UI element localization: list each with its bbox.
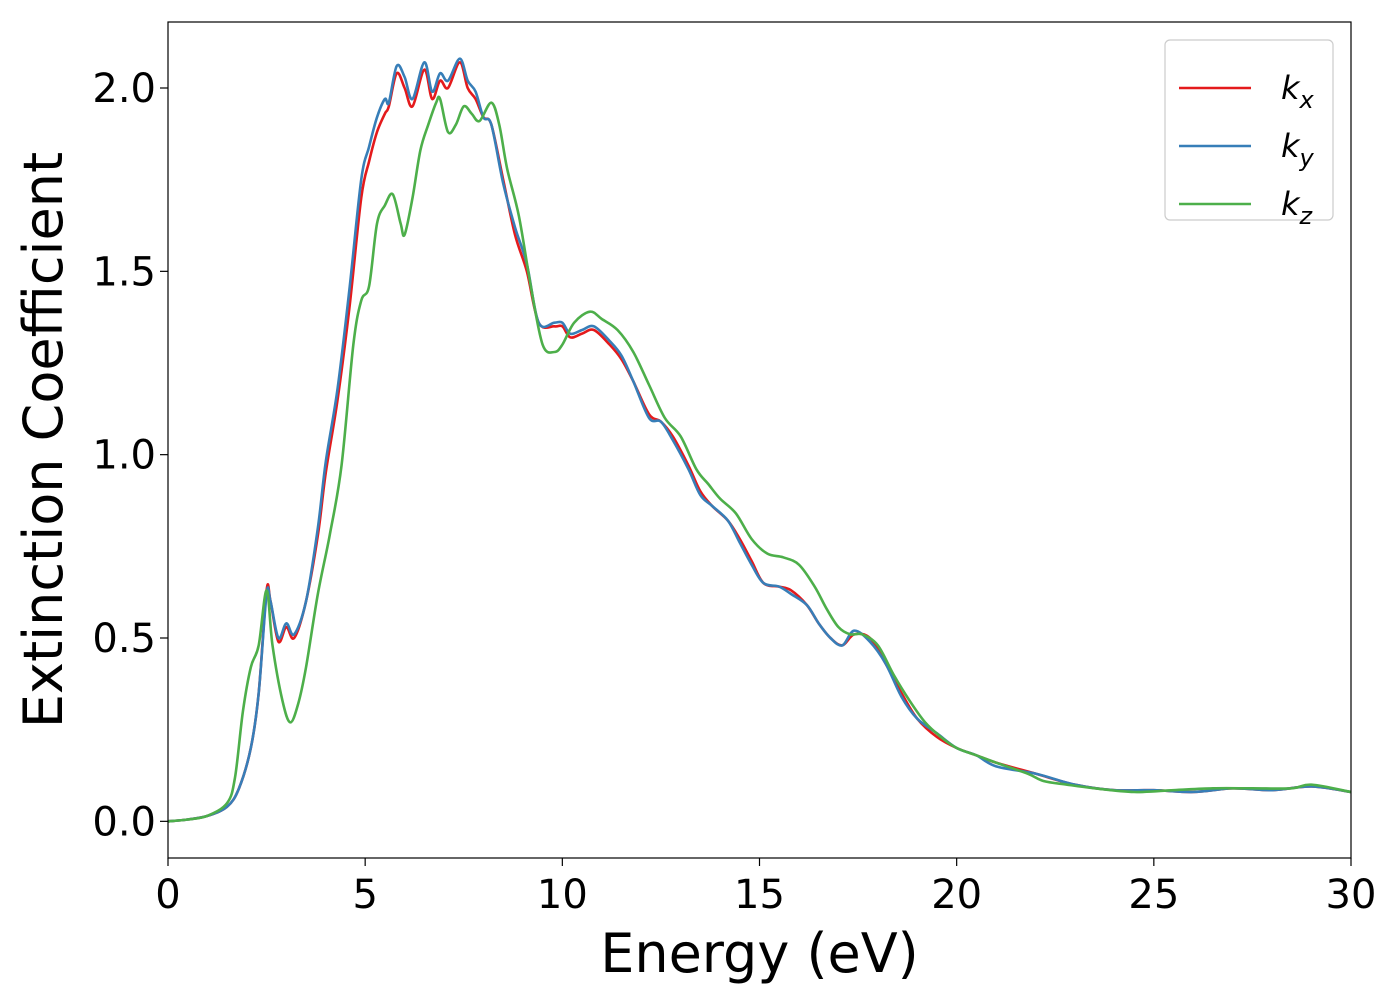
y-axis-label: Extinction Coefficient <box>12 152 75 728</box>
x-tick-label: 30 <box>1326 872 1377 918</box>
y-tick-label: 2.0 <box>92 66 156 112</box>
series-line-y <box>168 57 1351 823</box>
legend-box <box>1164 39 1334 221</box>
x-axis-ticks: 0 5 10 15 20 25 30 <box>155 858 1376 918</box>
series-line-z <box>168 95 1351 823</box>
x-axis-label: Energy (eV) <box>600 922 919 985</box>
x-tick-label: 10 <box>537 872 588 918</box>
x-tick-label: 25 <box>1128 872 1179 918</box>
x-tick-label: 15 <box>734 872 785 918</box>
series-layer <box>168 57 1351 823</box>
legend-label-z: kz <box>1281 185 1314 230</box>
legend-label-x: kx <box>1281 69 1315 114</box>
y-tick-label: 1.5 <box>92 249 156 295</box>
legend-label-y: ky <box>1281 127 1315 172</box>
x-tick-label: 5 <box>352 872 377 918</box>
y-axis-ticks: 0.0 0.5 1.0 1.5 2.0 <box>92 66 168 845</box>
y-tick-label: 0.0 <box>92 799 156 845</box>
y-tick-label: 0.5 <box>92 616 156 662</box>
x-tick-label: 0 <box>155 872 180 918</box>
x-tick-label: 20 <box>931 872 982 918</box>
y-tick-label: 1.0 <box>92 433 156 479</box>
legend: kx ky kz <box>1164 39 1334 230</box>
